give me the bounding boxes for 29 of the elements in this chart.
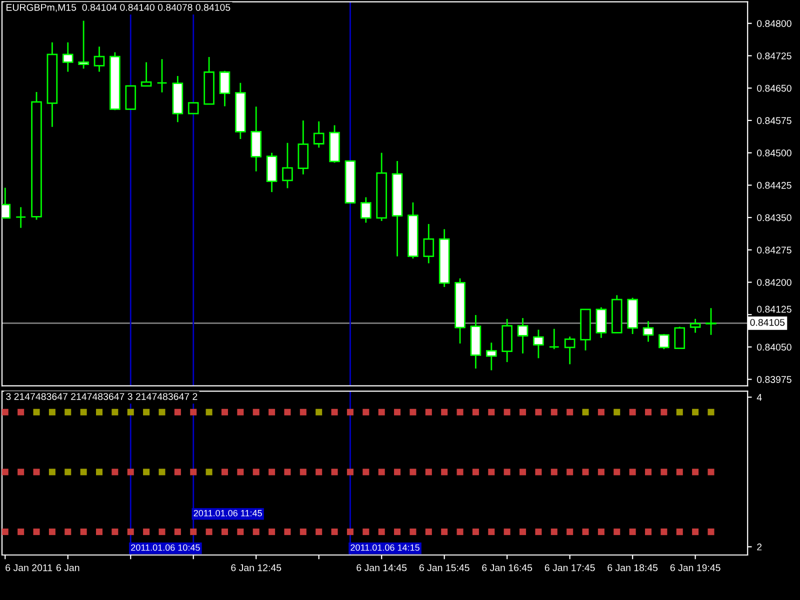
y-tick-label: 0.83975 xyxy=(757,376,792,383)
x-tick-label: 6 Jan 19:45 xyxy=(670,564,720,572)
x-tick-label: 6 Jan 18:45 xyxy=(608,564,658,572)
ref-line-label: 2011.01.06 10:45 xyxy=(131,544,200,551)
y-tick-label: 0.84650 xyxy=(757,84,792,92)
ref-line-label: 0.84105 xyxy=(750,318,785,326)
x-tick-label: 6 Jan 2011 xyxy=(6,564,52,572)
y-tick-label: 0.84350 xyxy=(757,214,792,222)
x-tick-label: 6 Jan 16:45 xyxy=(482,564,532,572)
y-tick-label: 0.84200 xyxy=(757,278,792,286)
ref-line-label: 2011.01.06 14:15 xyxy=(350,544,420,551)
y-tick-label: 0.84125 xyxy=(757,306,792,313)
x-tick-label: 6 Jan xyxy=(56,564,80,572)
y-tick-label: 0.84050 xyxy=(757,344,792,351)
x-tick-label: 6 Jan 15:45 xyxy=(419,564,470,572)
y-tick-label: 0.84500 xyxy=(757,150,792,156)
chart-title: EURGBPm,M15 0.84104 0.84140 0.84078 0.84105 xyxy=(6,4,230,12)
x-tick-label: 6 Jan 14:45 xyxy=(356,564,407,572)
x-tick-label: 6 Jan 12:45 xyxy=(231,564,282,572)
y-tick-label: 0.84800 xyxy=(757,20,792,27)
y-tick-label: 4 xyxy=(756,394,762,401)
x-tick-label: 6 Jan 17:45 xyxy=(544,564,595,572)
y-tick-label: 0.84275 xyxy=(757,246,792,254)
y-tick-label: 0.84425 xyxy=(757,182,792,189)
annotation: 3 2147483647 2147483647 3 2147483647 2 xyxy=(6,393,198,400)
y-tick-label: 2 xyxy=(757,544,762,550)
ref-line-label: 2011.01.06 11:45 xyxy=(194,510,262,516)
y-tick-label: 0.84575 xyxy=(757,117,792,124)
y-tick-label: 0.84725 xyxy=(757,52,792,60)
